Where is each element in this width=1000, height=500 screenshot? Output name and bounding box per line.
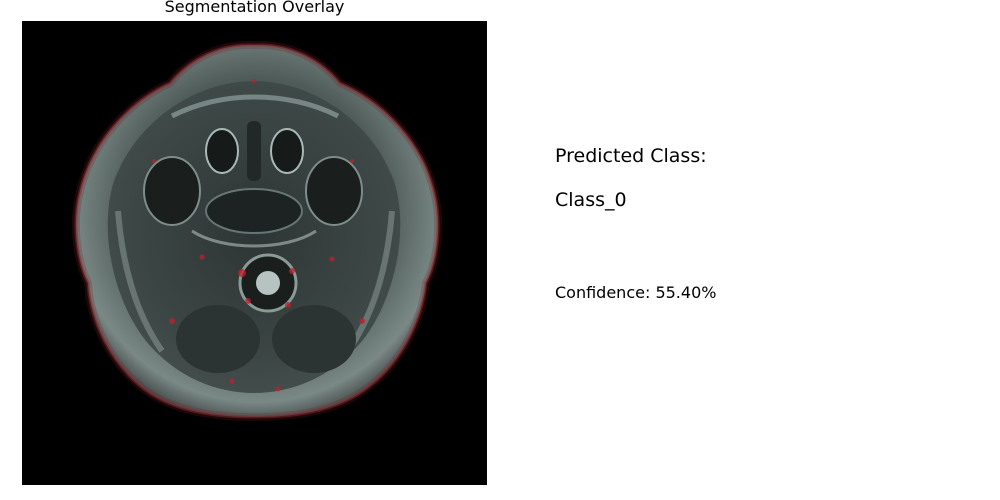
- mri-scan-drawing: [22, 21, 487, 485]
- confidence-text: Confidence: 55.40%: [555, 283, 717, 302]
- predicted-class-label: Predicted Class:: [555, 145, 707, 167]
- predicted-class-value: Class_0: [555, 189, 627, 211]
- overlay-title: Segmentation Overlay: [164, 0, 345, 16]
- mri-scan-image: [22, 21, 487, 485]
